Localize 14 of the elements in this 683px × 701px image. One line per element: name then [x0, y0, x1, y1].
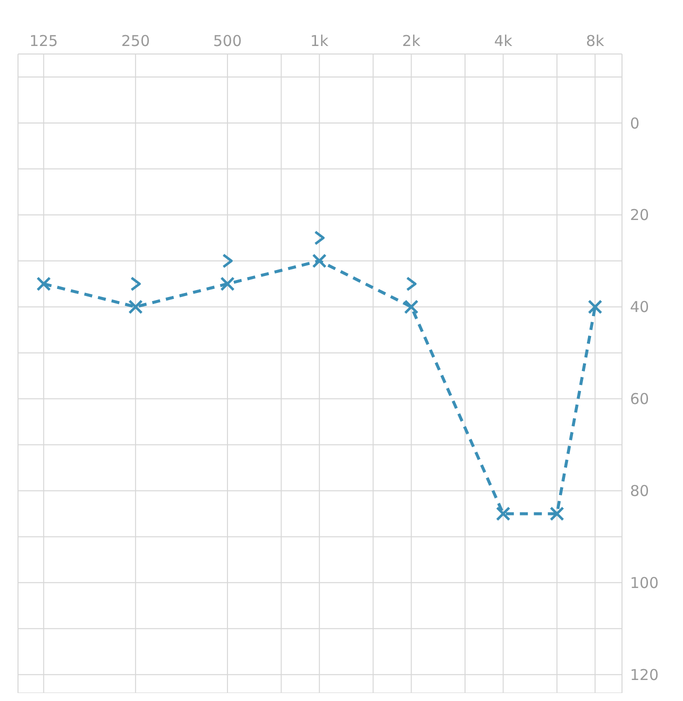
x-tick-label: 125 — [29, 32, 58, 50]
x-tick-label: 500 — [213, 32, 242, 50]
x-tick-label: 250 — [121, 32, 150, 50]
y-tick-label: 20 — [630, 206, 650, 224]
x-tick-label: 1k — [310, 32, 329, 50]
y-tick-label: 60 — [630, 390, 650, 408]
y-tick-label: 0 — [630, 114, 640, 132]
y-tick-label: 80 — [630, 482, 650, 500]
y-tick-label: 120 — [630, 666, 659, 684]
y-tick-label: 40 — [630, 298, 650, 316]
y-tick-label: 100 — [630, 574, 659, 592]
x-tick-label: 4k — [494, 32, 513, 50]
x-tick-label: 2k — [402, 32, 421, 50]
x-tick-label: 8k — [586, 32, 605, 50]
